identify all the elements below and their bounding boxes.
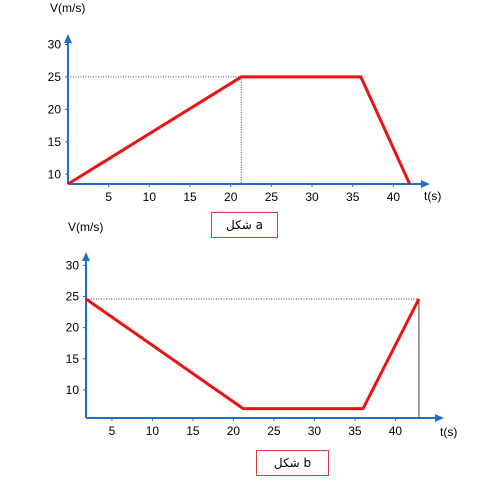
y-axis-arrow (64, 34, 72, 43)
x-tick-label: 35 (348, 424, 362, 438)
x-tick-label: 5 (105, 190, 112, 204)
x-tick-label: 30 (308, 424, 322, 438)
x-tick-label: 25 (267, 424, 281, 438)
y-axis-label: V(m/s) (68, 220, 103, 234)
x-tick-label: 40 (387, 190, 401, 204)
y-tick-label: 30 (66, 258, 80, 272)
x-tick-label: 20 (227, 424, 241, 438)
chart-b: 5 10 15 20 25 30 35 40 10 15 20 25 30 V(m/s) t(s) (66, 220, 458, 439)
velocity-series-line (68, 77, 410, 184)
x-axis-arrow (435, 414, 444, 422)
x-tick-label: 40 (389, 424, 403, 438)
caption-a: شكل a (211, 212, 278, 238)
x-axis-label: t(s) (440, 425, 457, 439)
y-axis-label: V(m/s) (50, 1, 85, 15)
caption-b: شكل b (256, 450, 329, 476)
x-tick-label: 10 (143, 190, 157, 204)
x-tick-label: 15 (186, 424, 200, 438)
x-tick-label: 10 (146, 424, 160, 438)
x-tick-label: 15 (183, 190, 197, 204)
y-tick-label: 20 (66, 321, 80, 335)
chart-a: 5 10 15 20 25 30 35 40 10 15 20 25 30 V(m/s) t(s) (48, 1, 442, 204)
x-tick-label: 5 (109, 424, 116, 438)
x-tick-label: 35 (346, 190, 360, 204)
velocity-series-line (86, 299, 419, 409)
y-tick-label: 25 (48, 70, 62, 84)
y-tick-label: 15 (48, 135, 62, 149)
y-tick-label: 10 (48, 167, 62, 181)
y-axis-arrow (82, 252, 90, 261)
x-tick-label: 30 (305, 190, 319, 204)
y-tick-label: 15 (66, 352, 80, 366)
x-axis-label: t(s) (424, 189, 441, 203)
x-axis-arrow (421, 180, 430, 188)
y-tick-label: 10 (66, 383, 80, 397)
x-tick-label: 20 (224, 190, 238, 204)
y-tick-label: 30 (48, 37, 62, 51)
y-tick-label: 25 (66, 290, 80, 304)
x-tick-label: 25 (265, 190, 279, 204)
y-tick-label: 20 (48, 102, 62, 116)
